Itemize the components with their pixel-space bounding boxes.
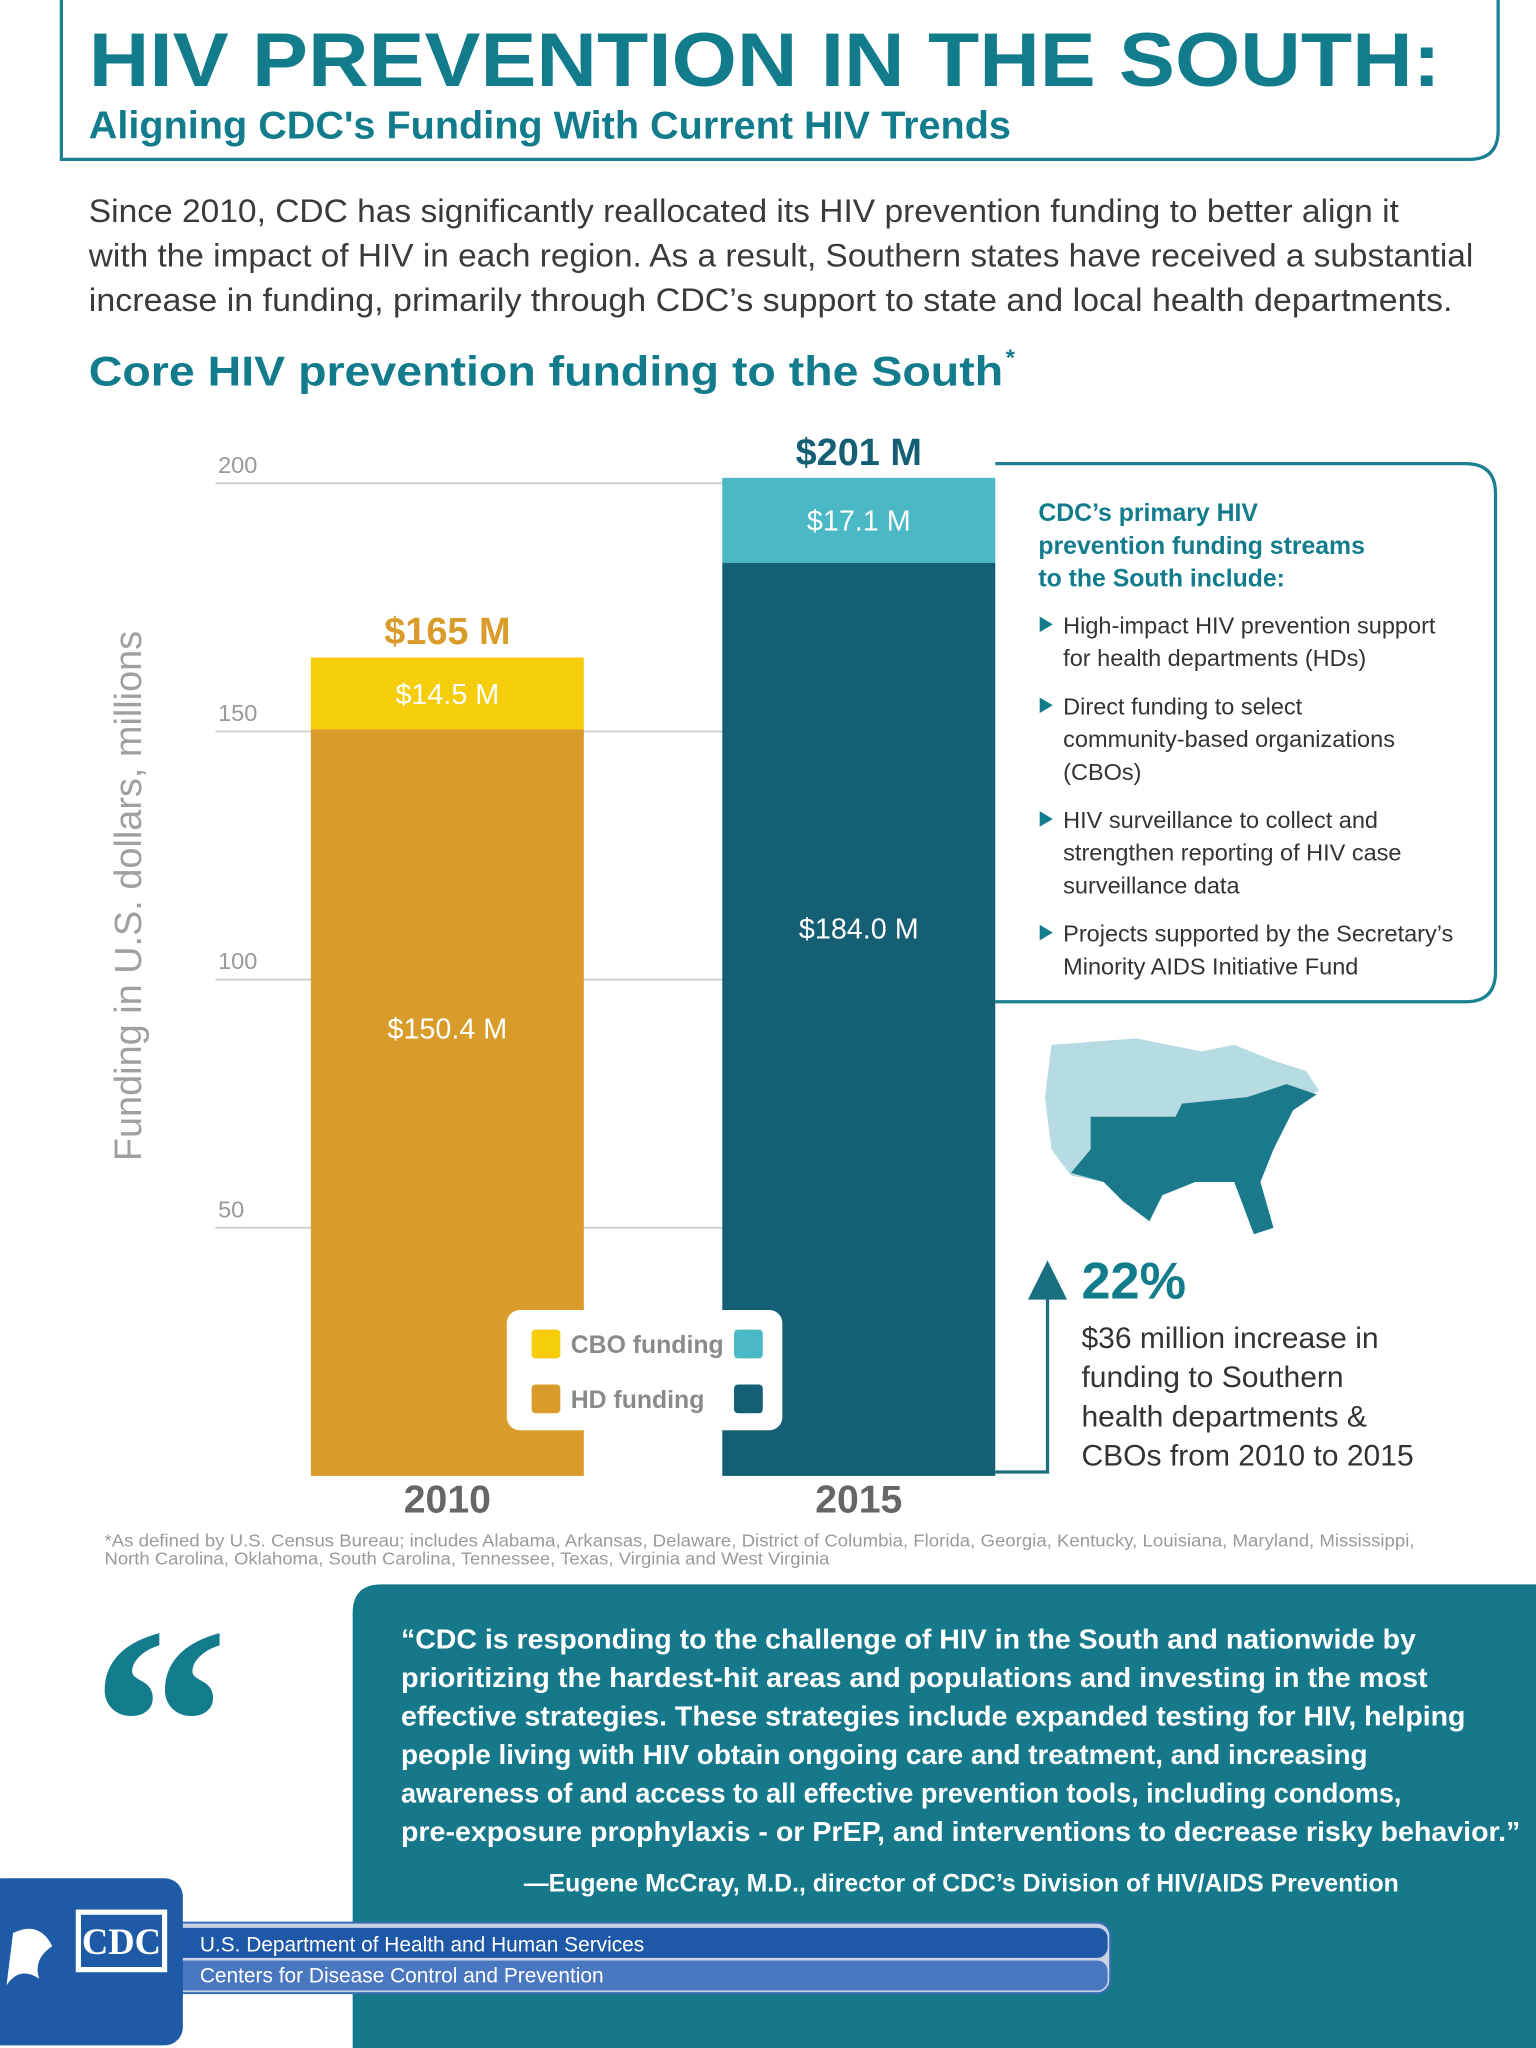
bar-value-label: $184.0 M bbox=[799, 913, 919, 945]
x-tick-label: 2015 bbox=[815, 1478, 902, 1521]
bar-total-label: $165 M bbox=[384, 611, 510, 653]
quote-line: people living with HIV obtain ongoing ca… bbox=[401, 1739, 1368, 1770]
legend-box bbox=[506, 1310, 783, 1431]
y-tick-label: 200 bbox=[218, 452, 257, 478]
legend-label: CBO funding bbox=[571, 1332, 724, 1359]
header-frame bbox=[59, 0, 1500, 161]
chart-title-mark: * bbox=[1006, 345, 1016, 371]
y-axis-label: Funding in U.S. dollars, millions bbox=[108, 631, 150, 1161]
streams-item: High-impact HIV prevention support bbox=[1063, 612, 1436, 638]
footnote-line: North Carolina, Oklahoma, South Carolina… bbox=[104, 1549, 829, 1569]
footer-bar-bottom bbox=[143, 1960, 1108, 1991]
bullet bbox=[1039, 924, 1053, 941]
bar-segment bbox=[310, 657, 584, 730]
quote-line: effective strategies. These strategies i… bbox=[401, 1700, 1465, 1731]
bar-value-label: $14.5 M bbox=[395, 679, 499, 711]
increase-text: $36 million increase in bbox=[1081, 1322, 1378, 1355]
legend-swatch bbox=[734, 1329, 763, 1359]
increase-arrow-head bbox=[1027, 1260, 1068, 1300]
streams-item: surveillance data bbox=[1063, 872, 1240, 898]
increase-text: CBOs from 2010 to 2015 bbox=[1081, 1439, 1413, 1472]
quote-line: awareness of and access to all effective… bbox=[401, 1777, 1401, 1808]
streams-item: Minority AIDS Initiative Fund bbox=[1063, 953, 1358, 979]
y-tick-label: 150 bbox=[218, 700, 257, 726]
streams-heading: CDC’s primary HIV bbox=[1038, 500, 1258, 527]
streams-item: community-based organizations bbox=[1063, 726, 1395, 752]
streams-box bbox=[995, 462, 1498, 1004]
increase-value: 22% bbox=[1081, 1252, 1186, 1310]
cdc-logo-text: CDC bbox=[82, 1921, 161, 1962]
cdc-logo-inner bbox=[80, 1914, 162, 1968]
y-tick-label: 50 bbox=[218, 1196, 244, 1222]
streams-item: Direct funding to select bbox=[1063, 693, 1303, 719]
us-map bbox=[1044, 1038, 1320, 1235]
y-tick-label: 100 bbox=[218, 948, 257, 974]
streams-item: (CBOs) bbox=[1063, 759, 1141, 785]
quote-line: prioritizing the hardest-hit areas and p… bbox=[401, 1662, 1428, 1693]
footer-department: U.S. Department of Health and Human Serv… bbox=[200, 1933, 644, 1956]
quote-mark: “ bbox=[91, 1573, 228, 1876]
footer-agency: Centers for Disease Control and Preventi… bbox=[200, 1965, 604, 1988]
streams-item: strengthen reporting of HIV case bbox=[1063, 840, 1401, 866]
streams-heading: to the South include: bbox=[1038, 565, 1285, 592]
legend-swatch bbox=[531, 1329, 561, 1359]
quote-line: “CDC is responding to the challenge of H… bbox=[401, 1623, 1417, 1654]
increase-text: health departments & bbox=[1081, 1400, 1366, 1433]
intro-line: increase in funding, primarily through C… bbox=[89, 281, 1453, 318]
bullet bbox=[1039, 811, 1053, 827]
bullet bbox=[1039, 697, 1053, 714]
intro-line: with the impact of HIV in each region. A… bbox=[88, 236, 1474, 273]
bullet bbox=[1039, 616, 1053, 633]
footer-bar-top bbox=[143, 1927, 1108, 1958]
intro-line: Since 2010, CDC has significantly reallo… bbox=[89, 192, 1399, 229]
bar-value-label: $17.1 M bbox=[807, 506, 911, 538]
streams-item: Projects supported by the Secretary’s bbox=[1063, 921, 1453, 947]
streams-heading: prevention funding streams bbox=[1038, 533, 1365, 560]
chart-title: Core HIV prevention funding to the South bbox=[89, 347, 1003, 394]
subtitle: Aligning CDC's Funding With Current HIV … bbox=[89, 104, 1011, 147]
quote-line: pre-exposure prophylaxis - or PrEP, and … bbox=[401, 1816, 1520, 1847]
streams-item: for health departments (HDs) bbox=[1063, 645, 1366, 671]
increase-arrow-line bbox=[995, 1293, 1050, 1474]
legend-swatch bbox=[734, 1384, 763, 1414]
bar-total-label: $201 M bbox=[796, 432, 922, 474]
bar-segment bbox=[722, 477, 996, 563]
bar-value-label: $150.4 M bbox=[387, 1013, 507, 1045]
streams-item: HIV surveillance to collect and bbox=[1063, 807, 1378, 833]
x-tick-label: 2010 bbox=[404, 1478, 491, 1521]
increase-text: funding to Southern bbox=[1081, 1361, 1343, 1394]
footnote-line: *As defined by U.S. Census Bureau; inclu… bbox=[104, 1530, 1414, 1550]
hhs-eagle bbox=[6, 1928, 53, 1986]
title: HIV PREVENTION IN THE SOUTH: bbox=[89, 18, 1441, 103]
legend-label: HD funding bbox=[571, 1387, 705, 1414]
legend-swatch bbox=[531, 1384, 561, 1414]
quote-attribution: —Eugene McCray, M.D., director of CDC’s … bbox=[524, 1870, 1399, 1897]
map-south bbox=[1071, 1084, 1317, 1235]
